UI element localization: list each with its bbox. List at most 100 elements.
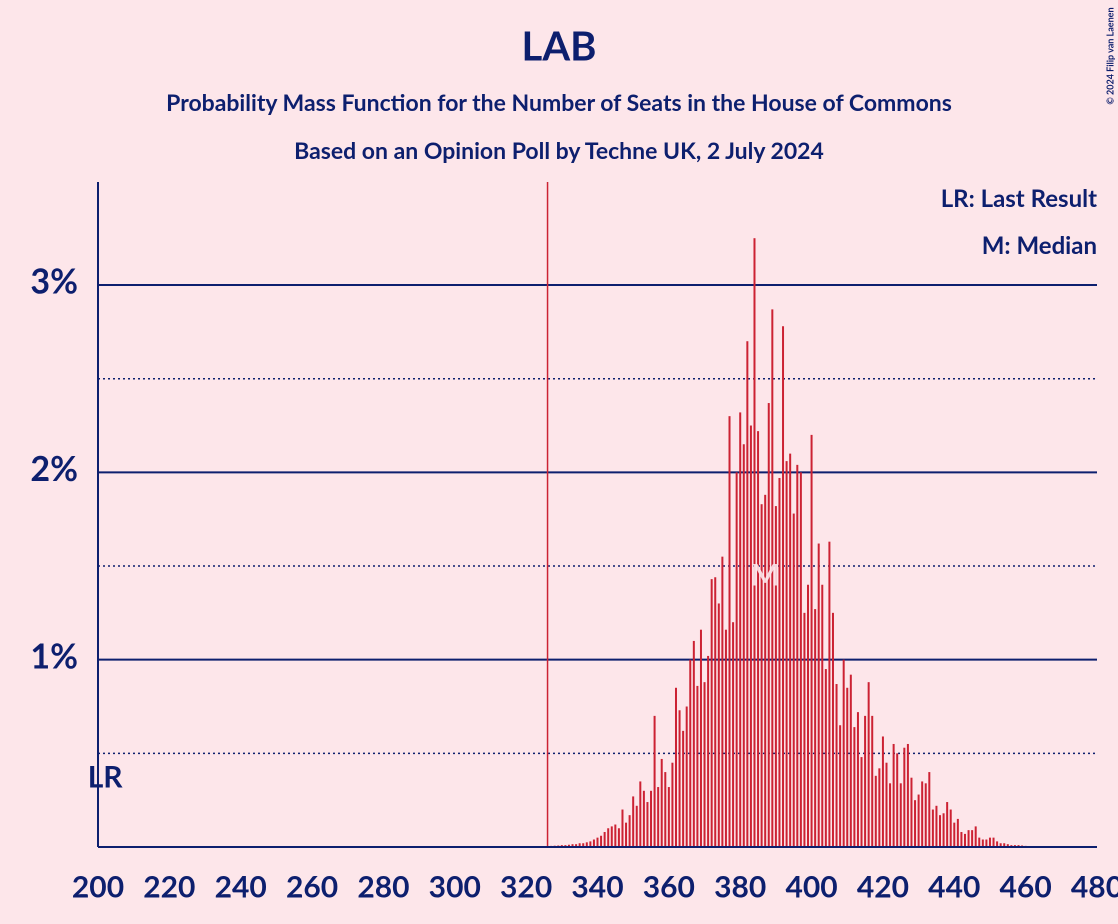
x-tick-label: 420 <box>857 869 909 905</box>
bar <box>792 513 795 847</box>
bar <box>703 682 706 847</box>
bar <box>889 783 892 847</box>
bar <box>817 543 820 847</box>
x-tick-label: 220 <box>143 869 195 905</box>
bar <box>988 837 991 847</box>
bar <box>789 453 792 847</box>
bar <box>1003 843 1006 847</box>
bar <box>742 444 745 847</box>
bar <box>592 839 595 847</box>
x-tick-label: 460 <box>1000 869 1052 905</box>
bar <box>824 669 827 847</box>
bar <box>685 706 688 847</box>
bar <box>625 822 628 847</box>
bar <box>571 844 574 847</box>
bar <box>846 687 849 847</box>
bar <box>885 762 888 847</box>
bar <box>796 464 799 847</box>
bar <box>960 832 963 847</box>
bar <box>710 579 713 847</box>
bar <box>778 477 781 847</box>
bar <box>767 403 770 847</box>
bar <box>639 781 642 847</box>
bar <box>971 830 974 847</box>
y-tick-label: 2% <box>30 448 78 489</box>
bar <box>682 730 685 847</box>
bar <box>632 796 635 847</box>
median-marker: M <box>751 557 779 593</box>
x-tick-label: 320 <box>500 869 552 905</box>
bar <box>667 787 670 847</box>
x-tick-label: 440 <box>928 869 980 905</box>
bar <box>835 684 838 847</box>
bar <box>785 461 788 847</box>
bar <box>657 787 660 847</box>
bar <box>692 640 695 847</box>
chart-subtitle: Based on an Opinion Poll by Techne UK, 2… <box>294 136 824 164</box>
x-tick-label: 380 <box>714 869 766 905</box>
bar <box>949 809 952 847</box>
bar <box>699 629 702 847</box>
bar <box>924 783 927 847</box>
bar <box>653 715 656 847</box>
bar <box>621 809 624 847</box>
bar <box>728 416 731 847</box>
bar <box>735 472 738 847</box>
bar <box>903 747 906 847</box>
bar <box>828 541 831 847</box>
bar <box>567 844 570 847</box>
bar <box>707 655 710 847</box>
bar <box>931 809 934 847</box>
bar <box>874 775 877 847</box>
bar <box>757 431 760 847</box>
bar <box>981 839 984 847</box>
bar <box>739 412 742 847</box>
bar <box>771 309 774 848</box>
bar <box>760 504 763 847</box>
bar <box>671 762 674 847</box>
bar <box>810 434 813 847</box>
bar <box>910 777 913 847</box>
bar <box>939 815 942 847</box>
bar <box>942 813 945 847</box>
bar <box>899 783 902 847</box>
bar <box>856 712 859 847</box>
bar <box>642 790 645 847</box>
bar <box>617 828 620 847</box>
bar <box>831 612 834 847</box>
bar <box>963 833 966 847</box>
bar <box>821 584 824 847</box>
bar <box>764 494 767 847</box>
x-tick-label: 260 <box>286 869 338 905</box>
bar <box>678 710 681 847</box>
x-tick-label: 200 <box>72 869 124 905</box>
bar <box>674 687 677 847</box>
bar <box>849 674 852 847</box>
bar <box>749 425 752 847</box>
credit: © 2024 Filip van Laenen <box>1104 7 1115 104</box>
bar <box>746 341 749 847</box>
bar <box>807 584 810 847</box>
bar <box>799 472 802 847</box>
bar <box>589 841 592 847</box>
bar <box>967 830 970 847</box>
bar <box>906 743 909 847</box>
bar <box>896 753 899 847</box>
bar <box>996 841 999 847</box>
bar <box>921 781 924 847</box>
bar <box>803 612 806 847</box>
bar <box>582 843 585 847</box>
bar <box>853 727 856 847</box>
bar <box>610 826 613 847</box>
bar <box>782 326 785 847</box>
last-result-label: LR <box>88 759 124 795</box>
bar <box>575 844 578 847</box>
bar <box>892 743 895 847</box>
bar <box>646 802 649 847</box>
chart-title: LAB <box>522 21 597 69</box>
bar <box>635 805 638 847</box>
bar <box>774 506 777 847</box>
x-tick-label: 480 <box>1071 869 1118 905</box>
